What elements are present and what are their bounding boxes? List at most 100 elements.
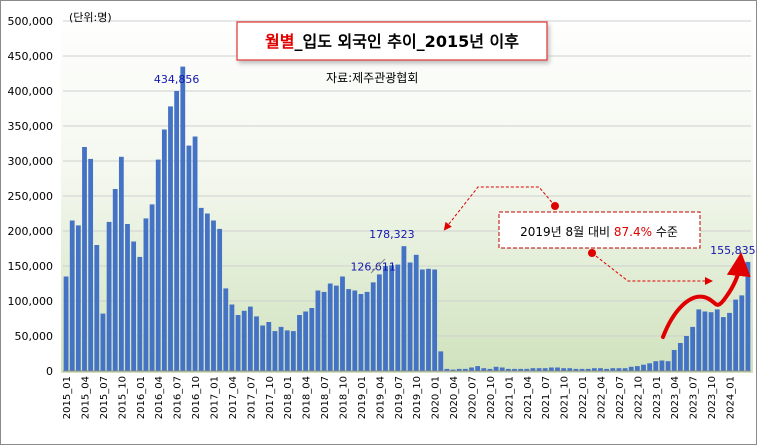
bar xyxy=(598,368,603,371)
bar xyxy=(321,291,327,371)
bar xyxy=(733,299,739,371)
annotation-suffix: 수준 xyxy=(652,225,678,239)
title-black-part: _입도 외국인 추이_2015년 이후 xyxy=(295,32,520,51)
bar xyxy=(235,315,241,371)
x-tick-label: 2024_01 xyxy=(726,376,737,419)
y-tick-label: 400,000 xyxy=(8,85,54,98)
bar xyxy=(88,158,94,371)
y-tick-label: 300,000 xyxy=(8,155,54,168)
x-tick-label: 2018_07 xyxy=(320,376,331,419)
bar xyxy=(604,368,610,371)
bar xyxy=(241,310,247,371)
bar xyxy=(278,326,284,371)
bar xyxy=(340,276,345,371)
bar xyxy=(671,350,677,371)
bar xyxy=(438,351,444,371)
x-tick-label: 2018_10 xyxy=(339,376,350,419)
bar xyxy=(254,316,259,371)
bar xyxy=(309,308,315,371)
x-tick-label: 2017_07 xyxy=(246,376,257,419)
bar xyxy=(407,262,413,371)
bar xyxy=(548,367,554,371)
bar xyxy=(352,290,358,371)
x-tick-label: 2022_07 xyxy=(615,376,626,419)
bar xyxy=(376,274,382,371)
bar xyxy=(585,368,591,371)
bar xyxy=(131,241,137,371)
bar xyxy=(684,336,689,371)
bar xyxy=(63,276,69,371)
bar xyxy=(186,145,192,371)
x-tick-label: 2019_07 xyxy=(394,376,405,419)
bar xyxy=(389,265,395,371)
bar xyxy=(69,220,75,371)
x-tick-label: 2015_01 xyxy=(62,376,73,419)
bar xyxy=(383,266,388,371)
x-tick-label: 2021_07 xyxy=(541,376,552,419)
bar xyxy=(634,366,640,371)
title-box xyxy=(236,21,548,61)
bar xyxy=(469,367,474,371)
bar xyxy=(690,326,696,371)
data-label: 126,611 xyxy=(350,260,396,273)
bar xyxy=(364,291,370,371)
bar xyxy=(303,311,309,371)
annotation-percent: 87.4% xyxy=(614,225,652,239)
bar xyxy=(591,368,597,371)
y-tick-label: 250,000 xyxy=(8,190,54,203)
bar xyxy=(524,368,530,371)
bar xyxy=(450,369,456,371)
y-axis-ticks: 0 50,000 100,000 150,000 200,000 250,000 300,0… xyxy=(8,15,54,378)
x-tick-label: 2023_04 xyxy=(670,376,681,419)
bar xyxy=(493,366,499,371)
bar xyxy=(149,204,155,371)
bar xyxy=(155,159,161,371)
x-tick-label: 2015_04 xyxy=(81,376,92,419)
bar xyxy=(358,294,364,371)
y-tick-label: 200,000 xyxy=(8,225,54,238)
bar xyxy=(573,368,579,371)
bar xyxy=(647,363,653,371)
x-tick-label: 2015_07 xyxy=(99,376,110,419)
data-labels: 434,856 126,611 178,323 155,835 xyxy=(154,73,756,273)
bar xyxy=(211,220,216,371)
bar xyxy=(481,368,487,371)
bar xyxy=(315,290,321,371)
x-tick-label: 2019_04 xyxy=(375,376,386,419)
bar xyxy=(579,368,585,371)
x-tick-label: 2018_01 xyxy=(283,376,294,419)
bar xyxy=(444,368,450,371)
annotation-dot-lower xyxy=(588,249,596,257)
bar xyxy=(94,245,100,371)
label-pointer-lines xyxy=(370,258,386,274)
x-tick-label: 2022_01 xyxy=(578,376,589,419)
x-tick-label: 2022_04 xyxy=(597,376,608,419)
bar xyxy=(653,361,659,371)
bar xyxy=(137,256,143,371)
bar xyxy=(462,368,468,371)
bars xyxy=(63,66,751,372)
bar xyxy=(260,325,266,371)
bar xyxy=(413,254,419,371)
x-tick-label: 2018_04 xyxy=(302,376,313,419)
bar xyxy=(567,368,573,371)
y-tick-label: 0 xyxy=(46,365,53,378)
bar xyxy=(487,368,493,371)
bar xyxy=(641,364,646,371)
x-tick-label: 2020_01 xyxy=(431,376,442,419)
bar xyxy=(82,147,87,371)
x-tick-label: 2022_10 xyxy=(633,376,644,419)
bar xyxy=(272,331,278,371)
unit-label: (단위:명) xyxy=(69,11,112,24)
y-tick-label: 150,000 xyxy=(8,260,54,273)
bar xyxy=(696,309,702,371)
bar xyxy=(284,330,290,371)
bar xyxy=(223,288,229,371)
bar xyxy=(659,360,665,371)
annotation-dot-upper xyxy=(551,202,559,210)
annotation-text: 2019년 8월 대비 87.4% 수준 xyxy=(520,225,678,239)
x-tick-label: 2016_01 xyxy=(136,376,147,419)
bar xyxy=(745,261,751,371)
